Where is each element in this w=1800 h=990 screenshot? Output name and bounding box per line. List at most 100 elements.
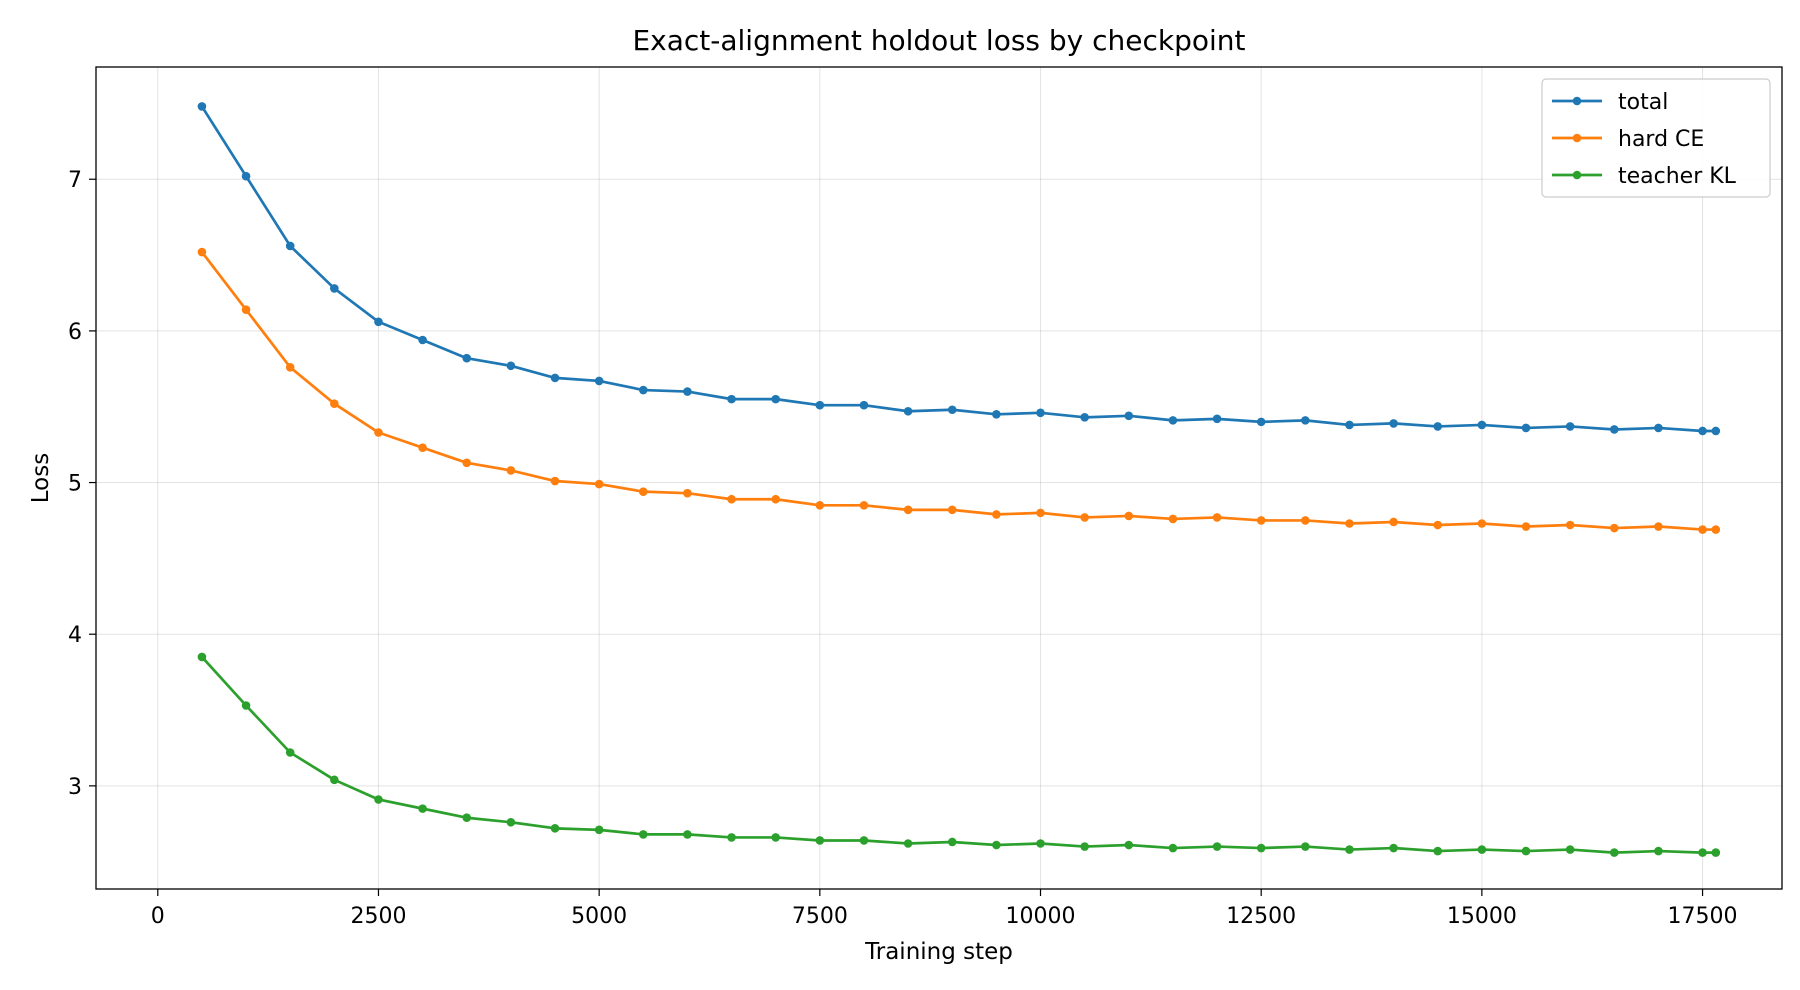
data-point-total <box>1565 422 1575 431</box>
series-line-teacher-kl <box>200 655 1718 854</box>
data-point-teacher-kl <box>1124 840 1134 850</box>
data-point-teacher-kl <box>903 839 913 848</box>
data-point-teacher-kl <box>1654 846 1663 856</box>
data-point-hard-ce <box>197 247 207 257</box>
data-point-teacher-kl <box>638 830 648 839</box>
data-point-total <box>550 373 560 383</box>
data-point-teacher-kl <box>992 840 1001 850</box>
data-point-hard-ce <box>1389 517 1398 527</box>
data-point-hard-ce <box>992 510 1001 519</box>
data-point-hard-ce <box>1698 525 1707 534</box>
data-point-total <box>683 387 692 396</box>
data-point-total <box>1654 423 1663 433</box>
data-point-teacher-kl <box>1212 842 1222 851</box>
data-point-total <box>197 102 207 111</box>
series-line-total <box>200 105 1718 433</box>
data-point-teacher-kl <box>1609 848 1619 857</box>
data-point-total <box>330 284 339 293</box>
data-point-teacher-kl <box>1698 848 1707 857</box>
data-point-teacher-kl <box>815 836 825 845</box>
data-point-teacher-kl <box>1345 845 1354 854</box>
data-point-hard-ce <box>1036 508 1045 518</box>
data-point-hard-ce <box>374 428 383 437</box>
y-tick-label: 3 <box>68 775 82 800</box>
series-line-hard-ce <box>200 250 1718 531</box>
data-point-hard-ce <box>771 494 780 504</box>
data-point-teacher-kl <box>1565 845 1575 854</box>
data-point-hard-ce <box>1080 513 1089 522</box>
y-tick-label: 5 <box>68 472 82 497</box>
data-point-hard-ce <box>418 443 427 452</box>
grid <box>96 67 1782 889</box>
data-point-total <box>903 406 913 416</box>
data-point-teacher-kl <box>197 652 207 662</box>
legend-item-hard-ce: hard CE <box>1552 127 1704 152</box>
data-point-total <box>1711 426 1721 436</box>
data-point-total <box>1124 411 1134 421</box>
legend-item-total: total <box>1552 90 1668 115</box>
legend-label-hard-ce: hard CE <box>1618 127 1704 152</box>
data-point-teacher-kl <box>550 824 560 833</box>
legend-item-teacher-kl: teacher KL <box>1552 164 1737 189</box>
data-point-teacher-kl <box>594 825 604 835</box>
data-point-hard-ce <box>506 466 516 475</box>
data-point-teacher-kl <box>771 833 780 842</box>
data-point-hard-ce <box>462 458 472 468</box>
data-point-total <box>1036 408 1045 418</box>
data-point-teacher-kl <box>1389 843 1398 853</box>
data-point-teacher-kl <box>727 833 736 842</box>
data-point-teacher-kl <box>1168 843 1178 853</box>
chart-title: Exact-alignment holdout loss by checkpoi… <box>632 24 1245 57</box>
data-point-hard-ce <box>1609 523 1619 533</box>
data-point-hard-ce <box>683 488 692 498</box>
x-tick-label: 7500 <box>792 904 848 929</box>
data-point-hard-ce <box>1654 522 1663 531</box>
data-point-hard-ce <box>1433 520 1443 530</box>
data-point-hard-ce <box>1711 525 1721 534</box>
data-point-hard-ce <box>859 500 869 510</box>
data-point-hard-ce <box>903 505 913 515</box>
data-point-total <box>992 410 1001 419</box>
x-tick-label: 10000 <box>1006 904 1076 929</box>
series-total <box>197 102 1721 436</box>
data-point-hard-ce <box>550 476 560 486</box>
data-point-hard-ce <box>1212 513 1222 522</box>
data-point-hard-ce <box>1521 522 1531 531</box>
data-point-hard-ce <box>1124 511 1134 521</box>
data-point-total <box>859 400 869 410</box>
data-point-teacher-kl <box>1256 843 1266 853</box>
y-tick-label: 4 <box>68 623 82 648</box>
data-point-teacher-kl <box>1036 839 1045 848</box>
x-tick-label: 12500 <box>1226 904 1296 929</box>
data-point-total <box>1168 416 1178 425</box>
data-point-total <box>1609 425 1619 434</box>
data-point-hard-ce <box>1345 519 1354 528</box>
data-point-total <box>374 317 383 327</box>
legend-marker-hard-ce <box>1572 133 1582 143</box>
data-point-total <box>285 241 295 251</box>
plot-frame <box>95 66 1783 890</box>
data-point-hard-ce <box>241 305 251 314</box>
data-point-total <box>1256 417 1266 427</box>
data-point-total <box>1521 423 1531 433</box>
series-hard-ce <box>197 247 1721 534</box>
series-layer <box>197 102 1721 857</box>
data-point-teacher-kl <box>1711 848 1721 857</box>
x-tick-label: 0 <box>151 904 165 929</box>
data-point-total <box>815 400 825 410</box>
data-point-total <box>1301 416 1310 425</box>
data-point-total <box>241 171 251 181</box>
legend: total hard CE teacher KL <box>1541 78 1771 198</box>
data-point-teacher-kl <box>330 775 339 785</box>
data-point-teacher-kl <box>1301 842 1310 851</box>
data-point-teacher-kl <box>374 795 383 804</box>
legend-marker-teacher-kl <box>1572 170 1582 180</box>
data-point-total <box>418 335 427 345</box>
x-axis-title: Training step <box>864 939 1013 965</box>
data-point-total <box>771 394 780 404</box>
data-point-total <box>1080 413 1089 422</box>
data-point-teacher-kl <box>683 830 692 839</box>
